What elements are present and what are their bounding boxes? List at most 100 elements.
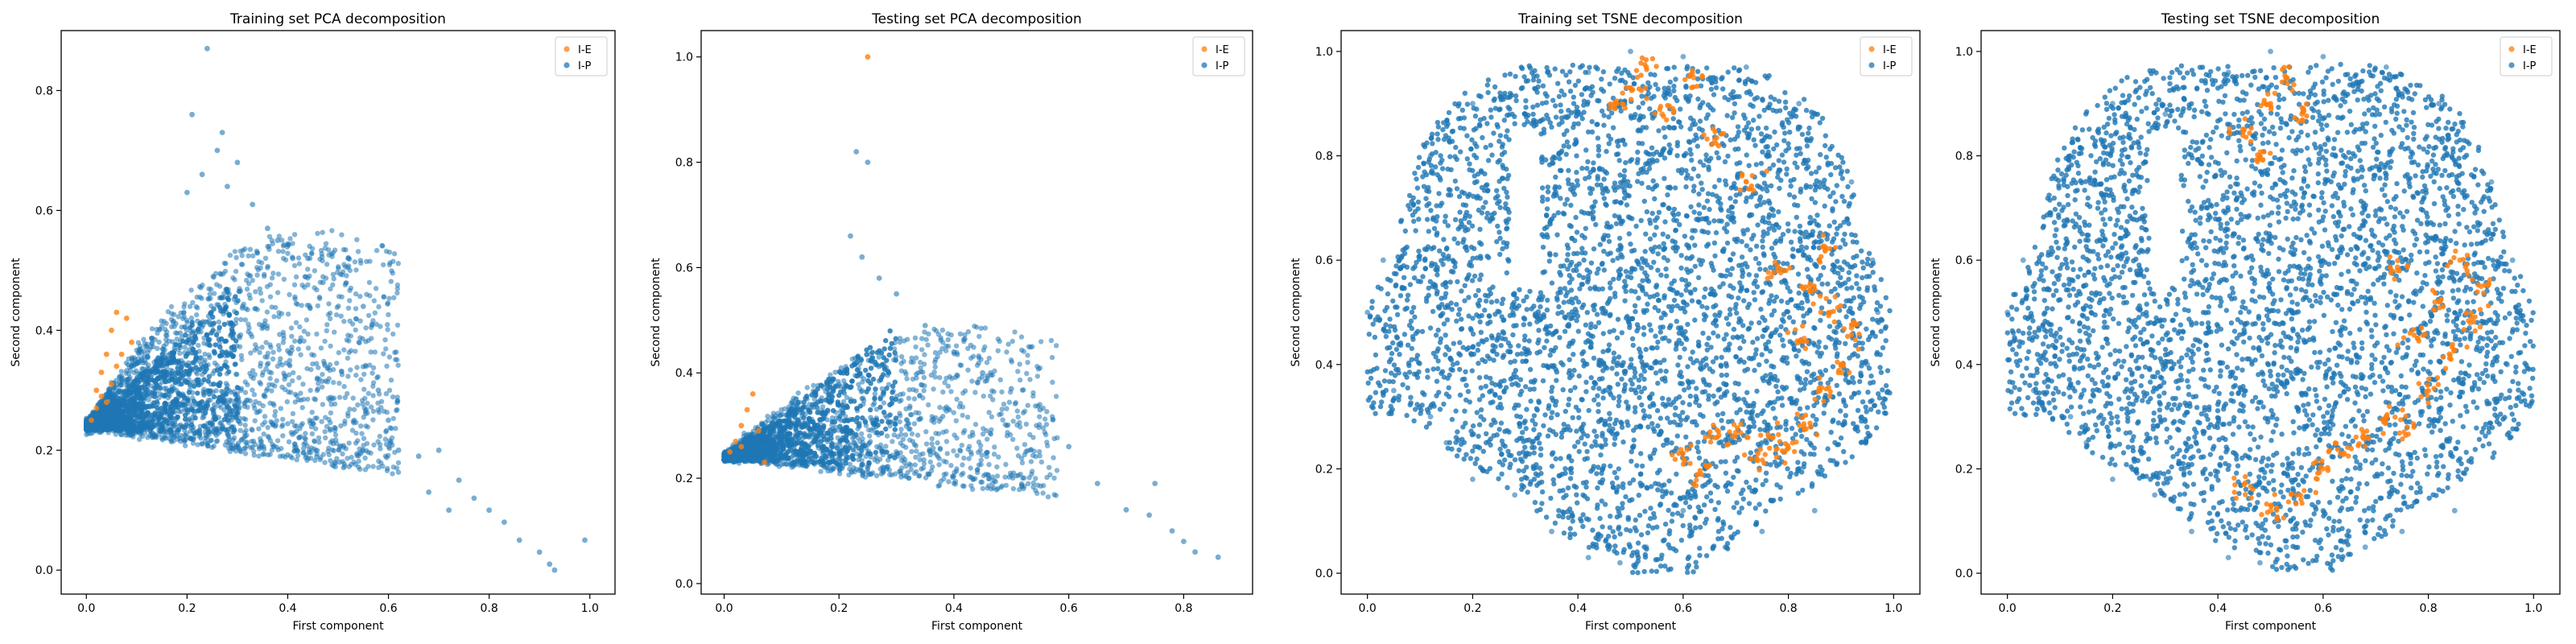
ip-density-point [276,347,282,353]
ip-density-point [139,396,145,402]
ip-density-point [307,449,312,456]
ip-density-point [319,419,324,424]
ip-density-point [187,303,193,309]
ip-density-point [1009,475,1016,481]
ip-density-point [312,438,317,444]
ip-density-point [266,361,271,366]
ip-density-point [395,469,402,475]
ip-density-point [193,303,199,310]
ip-density-point [336,380,342,386]
ip-density-point [182,324,188,330]
ip-density-point [365,390,371,396]
ip-density-point [328,310,333,316]
ip-density-point [139,433,146,440]
ip-density-point [120,411,126,416]
ip-density-point [290,411,296,416]
ip-density-point [946,479,952,485]
ip-density-point [386,387,393,393]
ip-density-point [964,415,971,420]
ip-density-point [770,415,776,421]
ip-density-point [310,361,316,367]
ip-density-point [137,436,142,443]
ip-density-point [178,369,184,374]
ip-density-point [298,335,303,341]
ip-density-point [284,398,290,405]
ip-density-point [856,456,861,463]
ip-density-point [201,386,207,392]
ip-density-point [365,337,371,344]
ip-density-point [285,312,291,317]
ip-density-point [957,362,963,368]
ip-density-point [208,310,214,316]
ip-density-point [1038,459,1045,465]
ip-density-point [110,416,116,423]
ip-density-point [244,287,250,292]
ip-density-point [346,263,352,269]
ip-density-point [758,420,765,426]
ip-density-point [169,432,175,438]
data-point-i-e [109,382,114,387]
ip-density-point [344,273,349,279]
ip-density-point [153,413,159,419]
data-point-i-p [375,387,382,394]
data-point-i-p [265,225,270,232]
ip-density-point [1013,400,1019,406]
ip-density-point [884,433,890,439]
ip-density-point [867,433,873,439]
ip-density-point [190,299,196,305]
ip-density-point [239,436,245,442]
ip-density-point [233,397,239,402]
ip-density-point [118,418,123,423]
ip-density-point [922,352,927,357]
ip-density-point [989,486,994,492]
ip-density-point [233,414,239,419]
ip-density-point [268,370,275,376]
ip-density-point [300,446,307,452]
ip-density-point [224,439,229,444]
ip-density-point [316,381,321,386]
ip-density-point [968,483,974,489]
ip-density-point [351,459,357,465]
ip-density-point [949,376,955,382]
ip-density-point [258,440,263,445]
ip-density-point [229,345,234,351]
ip-density-point [390,442,395,448]
x-tick-label: 0.8 [481,602,498,615]
ip-density-point [383,346,389,352]
ip-density-point [343,280,349,286]
ip-density-point [395,261,401,266]
ip-density-point [209,407,215,412]
ip-density-point [316,440,322,445]
ip-density-point [840,465,845,472]
ip-density-point [97,416,103,423]
ip-density-point [280,453,286,459]
ip-density-point [242,451,249,456]
ip-density-point [149,326,155,332]
ip-density-point [104,427,109,432]
data-point-i-p [199,171,205,178]
ip-density-point [270,270,276,276]
ip-density-point [278,406,283,411]
ip-density-point [323,435,328,441]
ip-density-point [167,360,172,366]
ip-density-point [370,417,376,423]
ip-density-point [279,446,284,452]
ip-density-point [200,423,207,429]
ip-density-point [199,441,204,447]
ip-density-point [106,403,112,410]
ip-density-point [353,349,358,354]
ip-density-point [260,402,266,409]
ip-density-point [264,309,270,315]
ip-density-point [208,438,213,444]
ip-density-point [881,400,887,406]
ip-density-point [906,395,912,401]
data-point-i-p [204,45,210,52]
ip-density-point [183,402,188,407]
ip-density-point [113,431,118,437]
ip-density-point [370,383,376,390]
ip-density-point [1034,364,1040,369]
ip-density-point [353,267,359,273]
ip-density-point [357,466,363,473]
ip-density-point [238,353,245,358]
ip-density-point [314,376,320,382]
